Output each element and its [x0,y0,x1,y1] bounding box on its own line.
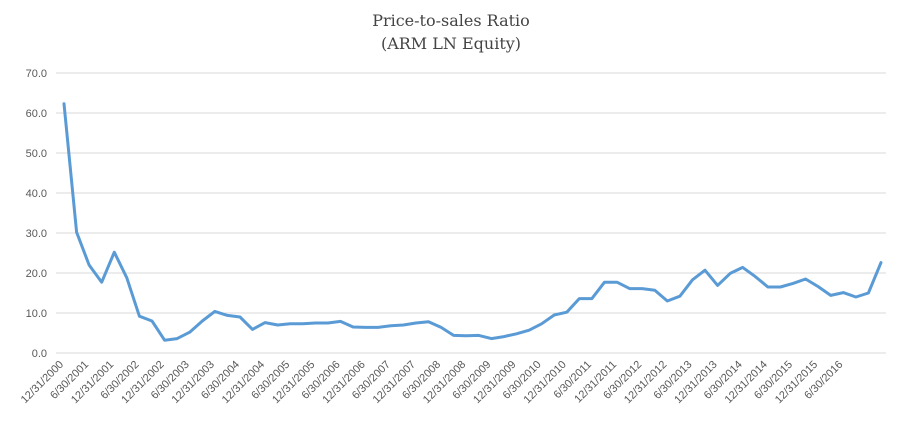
gridlines [56,72,886,354]
y-tick-label: 30.0 [26,228,47,240]
y-tick-label: 20.0 [26,268,47,280]
series-layer [62,102,883,342]
y-tick-label: 40.0 [26,188,47,200]
y-tick-label: 70.0 [26,68,47,80]
x-axis-tick-labels: 12/31/20006/30/200112/31/20016/30/200212… [19,359,846,406]
y-tick-label: 60.0 [26,108,47,120]
chart-subtitle: (ARM LN Equity) [381,34,521,53]
y-axis-tick-labels: 0.0 10.0 20.0 30.0 40.0 50.0 60.0 70.0 [26,68,47,360]
series-line [62,102,883,342]
chart-title: Price-to-sales Ratio [372,11,530,30]
y-tick-label: 10.0 [26,308,47,320]
y-tick-label: 0.0 [32,348,47,360]
y-tick-label: 50.0 [26,148,47,160]
